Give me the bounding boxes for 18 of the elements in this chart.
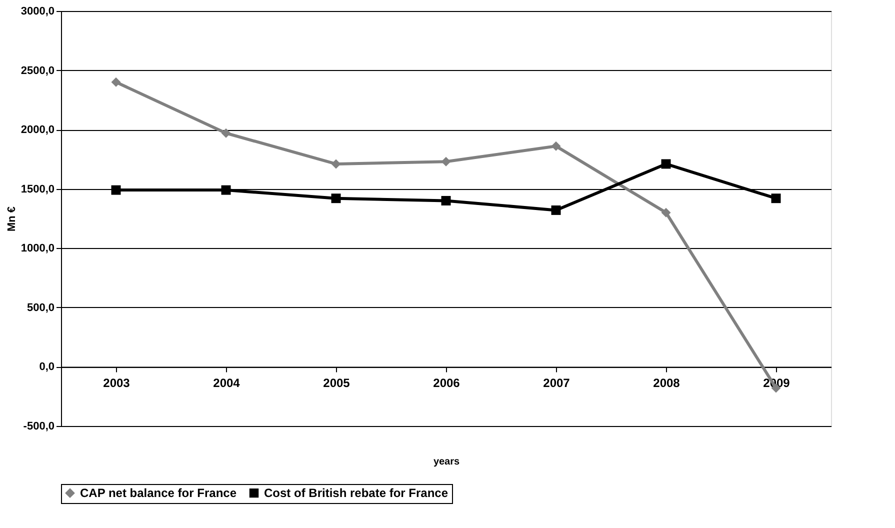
x-tick-label: 2004 xyxy=(213,376,240,390)
x-tick-label: 2007 xyxy=(543,376,570,390)
legend-label: Cost of British rebate for France xyxy=(264,486,448,500)
x-axis-title: years xyxy=(433,456,460,468)
y-tick-label: -500,0 xyxy=(23,420,54,432)
x-tick-label: 2003 xyxy=(103,376,130,390)
y-tick-label: 1000,0 xyxy=(20,242,54,255)
y-tick-label: 2000,0 xyxy=(20,124,54,136)
y-tick-label: 2500,0 xyxy=(20,64,54,77)
y-tick-label: 0,0 xyxy=(39,361,54,374)
y-axis-title: Mn € xyxy=(6,206,18,232)
x-tick-label: 2005 xyxy=(323,376,350,390)
legend-label: CAP net balance for France xyxy=(80,486,237,500)
y-tick-label: 1500,0 xyxy=(20,183,54,196)
y-tick-label: 500,0 xyxy=(26,302,54,314)
y-tick-label: 3000,0 xyxy=(20,6,54,18)
x-tick-label: 2006 xyxy=(433,376,460,390)
x-tick-label: 2008 xyxy=(653,376,680,390)
